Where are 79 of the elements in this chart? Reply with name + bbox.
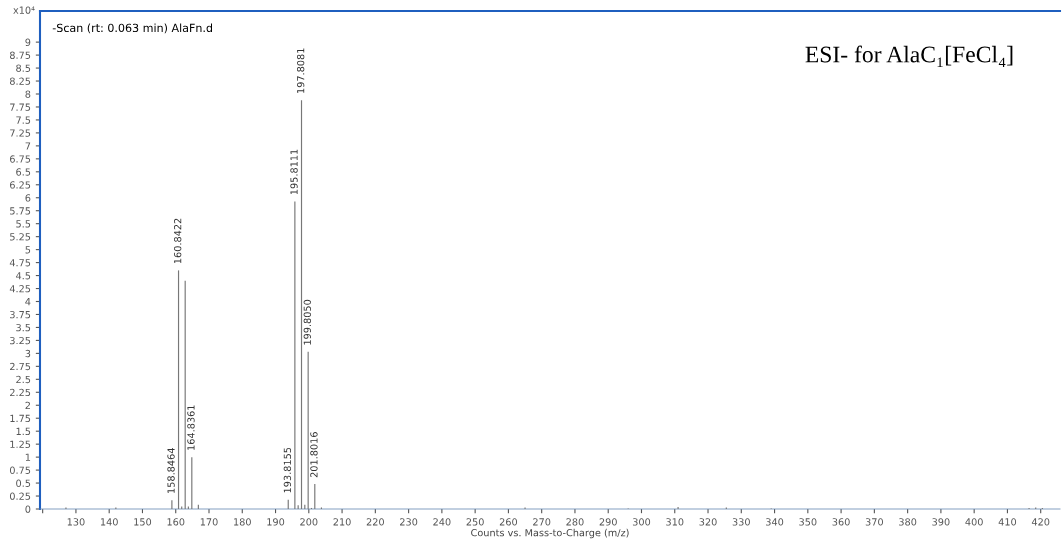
x-tick-label: 360 <box>832 518 850 526</box>
y-tick-label: 5 <box>25 246 31 254</box>
x-tick-label: 350 <box>799 518 817 526</box>
y-tick-label: 9 <box>25 38 31 46</box>
y-tick-label: 7.75 <box>10 103 31 111</box>
x-tick-label: 160 <box>167 518 185 526</box>
annotation: 201.8016 <box>310 432 318 478</box>
x-tick-label: 380 <box>899 518 917 526</box>
y-tick-label: 2.5 <box>16 375 31 384</box>
y-tick-label: 4.5 <box>15 272 31 280</box>
y-tick-label: 3.75 <box>10 310 31 319</box>
x-tick-label: 140 <box>100 518 118 526</box>
y-tick-label: 8.75 <box>9 51 31 59</box>
y-tick-label: 7 <box>25 142 31 150</box>
x-tick-label: 240 <box>433 518 451 526</box>
y-tick-label: 4.75 <box>9 259 31 267</box>
y-tick-label: 5.5 <box>16 220 31 228</box>
x-tick-label: 130 <box>67 518 85 526</box>
y-tick-label: 0 <box>25 505 31 513</box>
y-tick-label: 2 <box>25 401 30 409</box>
text: -Scan (rt: 0.063 min) AlaFn.d <box>52 23 212 34</box>
annotation: 195.8111 <box>290 149 298 195</box>
x-tick-label: 290 <box>599 518 617 526</box>
x-tick-label: 210 <box>333 518 351 526</box>
y-tick-label: 8 <box>25 90 31 98</box>
y-tick-label: 2.25 <box>10 388 31 397</box>
x-tick-label: 420 <box>1031 518 1050 526</box>
y-tick-label: 5.25 <box>10 233 31 241</box>
y-tick-label: 0.25 <box>9 492 31 500</box>
y-tick-label: 8.5 <box>16 64 31 72</box>
x-tick-label: 270 <box>533 518 551 526</box>
annotation: 158.8464 <box>167 448 175 493</box>
y-tick-label: 1.25 <box>10 440 31 448</box>
x-tick-label: 390 <box>932 518 950 526</box>
y-tick-label: 3.25 <box>10 336 31 345</box>
y-tick-label: 1 <box>25 453 31 461</box>
y-tick-label: 3 <box>25 349 31 358</box>
y-tick-label: 1.5 <box>16 427 31 436</box>
annotation: 160.8422 <box>174 218 182 264</box>
y-tick-label: 6.75 <box>10 155 31 163</box>
y-tick-label: 7.5 <box>16 116 31 124</box>
x-tick-label: 280 <box>566 518 584 526</box>
y-tick-label: 0.5 <box>16 479 31 487</box>
x-tick-label: 170 <box>200 518 218 526</box>
x-tick-label: 330 <box>732 518 750 526</box>
x-tick-label: 300 <box>632 518 651 526</box>
y-tick-label: 7.25 <box>10 129 31 137</box>
y-tick-label: 8.25 <box>9 77 31 85</box>
x-tick-label: 150 <box>134 518 152 526</box>
x-tick-label: 190 <box>267 518 285 526</box>
x-tick-label: 320 <box>699 518 717 526</box>
x-tick-label: 260 <box>499 518 518 526</box>
x-tick-label: 310 <box>666 518 684 526</box>
y-tick-label: 6.5 <box>16 168 31 176</box>
annotation: 199.8050 <box>303 299 311 345</box>
y-tick-label: 1.75 <box>10 414 31 423</box>
x-tick-label: 220 <box>366 518 384 526</box>
y-tick-label: 2.75 <box>10 362 31 371</box>
y-tick-label: 3.5 <box>16 323 31 332</box>
y-tick-label: 4.25 <box>9 285 31 293</box>
y-tick-label: 6.25 <box>10 181 31 189</box>
x-tick-label: 370 <box>865 518 883 526</box>
y-tick-label: 5.75 <box>10 207 31 215</box>
y-tick-label: 0.75 <box>9 466 31 474</box>
y-axis-title: x10⁴ <box>13 6 35 14</box>
x-tick-label: 340 <box>766 518 784 526</box>
annotation: 197.8081 <box>296 48 305 93</box>
x-tick-label: 410 <box>998 518 1017 526</box>
x-tick-label: 200 <box>300 518 318 526</box>
x-tick-label: 180 <box>234 518 251 526</box>
y-tick-label: 6 <box>25 194 31 202</box>
y-tick-label: 4 <box>25 298 31 306</box>
x-tick-label: 400 <box>965 518 983 526</box>
annotation: ESI- for AlaC₁[FeCl₄] <box>805 45 1013 68</box>
annotation: 164.8361 <box>187 405 195 450</box>
annotation: 193.8155 <box>283 447 292 493</box>
x-tick-label: 230 <box>400 518 418 526</box>
x-tick-label: 250 <box>466 518 484 526</box>
x-axis-title: Counts vs. Mass-to-Charge (m/z) <box>471 528 629 539</box>
